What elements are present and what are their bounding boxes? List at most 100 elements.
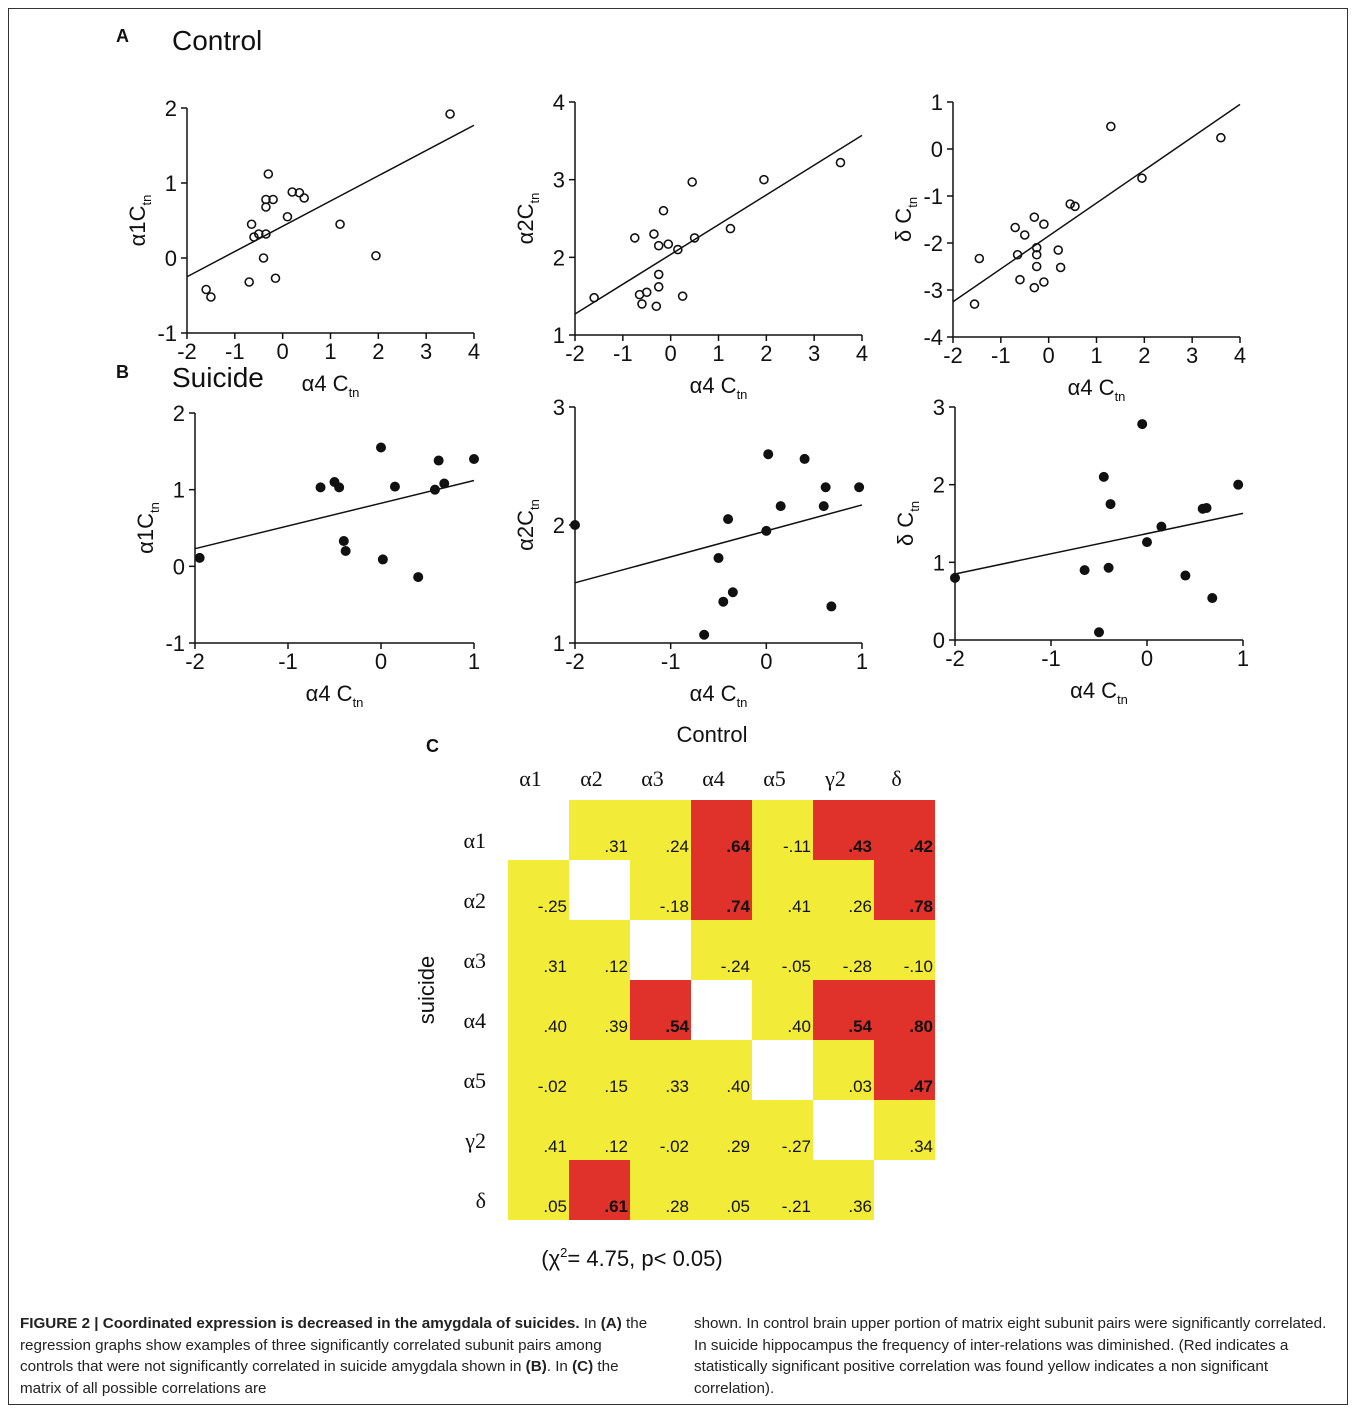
panel-letter-c: C [426, 736, 439, 756]
y-tick-label: 2 [933, 473, 945, 498]
matrix-cell [691, 860, 752, 920]
x-tick-label: 0 [665, 341, 677, 366]
matrix-cell-value: .12 [604, 957, 628, 976]
matrix-column-label: α3 [641, 766, 664, 791]
data-point [253, 229, 264, 239]
regression-line [186, 124, 475, 278]
matrix-cell [630, 1100, 691, 1160]
x-tick-label: 1 [324, 339, 336, 364]
x-axis-title: α4 Ctn [1068, 375, 1126, 404]
matrix-cell [508, 1040, 569, 1100]
x-tick-label: 1 [856, 649, 868, 674]
x-tick-label: -1 [225, 339, 245, 364]
y-tick-label: 3 [933, 395, 945, 420]
data-point [974, 253, 985, 264]
panel-title-suicide: Suicide [172, 362, 264, 393]
data-point [1029, 212, 1040, 222]
matrix-diagonal-cell [874, 1160, 935, 1220]
data-point [629, 233, 640, 243]
x-tick-label: 2 [760, 341, 772, 366]
matrix-cell-value: .39 [604, 1017, 628, 1036]
matrix-cell-value: .61 [604, 1197, 628, 1216]
data-point [759, 174, 769, 185]
matrix-cell-value: .41 [543, 1137, 567, 1156]
matrix-cell-value: -.27 [782, 1137, 811, 1156]
matrix-column-label: α1 [519, 766, 542, 791]
caption-text-3: . In [546, 1358, 573, 1375]
x-tick-label: 3 [1186, 343, 1198, 368]
y-axis-title: α2Ctn [513, 499, 542, 551]
stats-note: (χ2= 4.75, p< 0.05) [541, 1245, 722, 1271]
caption-text-2: the regression graphs show examples of t… [20, 1315, 648, 1375]
data-point [299, 193, 309, 203]
regression-line [954, 512, 1244, 575]
y-tick-label: -2 [923, 231, 943, 256]
y-axis-title: δ Ctn [893, 501, 922, 546]
x-tick-label: 4 [1234, 343, 1246, 368]
matrix-cell-value: .74 [726, 897, 750, 916]
matrix-cell-value: .12 [604, 1137, 628, 1156]
y-tick-label: -1 [165, 631, 185, 656]
data-point [1180, 570, 1191, 581]
matrix-cell [630, 800, 691, 860]
matrix-cell [874, 1100, 935, 1160]
y-axis-title: α1Ctn [133, 502, 162, 554]
figure-frame [8, 8, 1348, 1405]
data-point [1079, 565, 1090, 576]
matrix-cell-value: .24 [665, 837, 689, 856]
matrix-cell-value: .47 [909, 1077, 933, 1096]
data-point [335, 219, 345, 230]
matrix-column-label: α2 [580, 766, 603, 791]
y-tick-label: 0 [931, 137, 943, 162]
matrix-cell [813, 920, 874, 980]
x-tick-label: 2 [372, 339, 384, 364]
x-tick-label: 0 [760, 649, 772, 674]
y-tick-label: -1 [923, 184, 943, 209]
data-point [1216, 132, 1226, 143]
x-axis-title-main: α4 C [1070, 678, 1117, 703]
data-point [1010, 222, 1020, 233]
y-tick-label: 0 [165, 246, 177, 271]
y-axis-title-sub: tn [907, 501, 922, 512]
data-point [1142, 537, 1152, 548]
data-point [835, 157, 846, 168]
matrix-cell-value: .42 [909, 837, 933, 856]
x-tick-label: 1 [1237, 646, 1249, 671]
data-point [376, 442, 386, 453]
data-point [1012, 249, 1023, 260]
y-tick-label: -1 [157, 321, 177, 346]
x-axis-title: α4 Ctn [306, 681, 364, 710]
data-point [763, 449, 774, 460]
data-point [1105, 499, 1116, 510]
x-tick-label: -1 [278, 649, 298, 674]
matrix-cell [874, 800, 935, 860]
data-point [469, 454, 479, 464]
matrix-cell-value: -.25 [538, 897, 567, 916]
data-point [1201, 502, 1212, 513]
matrix-cell [508, 1100, 569, 1160]
x-axis-title-sub: tn [737, 387, 748, 402]
y-tick-label: -4 [923, 325, 943, 350]
y-tick-label: 1 [173, 478, 185, 503]
caption-text-4: the matrix of all possible correlations … [20, 1358, 619, 1397]
matrix-side-label: suicide [414, 956, 439, 1024]
y-tick-label: 2 [165, 96, 177, 121]
data-point [818, 501, 829, 512]
data-point [263, 169, 274, 179]
data-point [969, 299, 980, 309]
panel-title-control: Control [172, 25, 262, 56]
matrix-cell [630, 1160, 691, 1220]
y-axis-title-sub: tn [527, 193, 542, 204]
data-point [268, 194, 278, 205]
y-axis-title-main: α1C [133, 513, 158, 554]
data-point [820, 482, 831, 493]
x-tick-label: -2 [177, 339, 197, 364]
y-axis-title: α2Ctn [513, 193, 542, 245]
y-tick-label: 4 [553, 90, 565, 115]
matrix-cell [569, 920, 630, 980]
stats-note-post: = 4.75, p< 0.05) [567, 1246, 722, 1271]
data-point [1029, 282, 1040, 293]
data-point [1137, 419, 1148, 430]
